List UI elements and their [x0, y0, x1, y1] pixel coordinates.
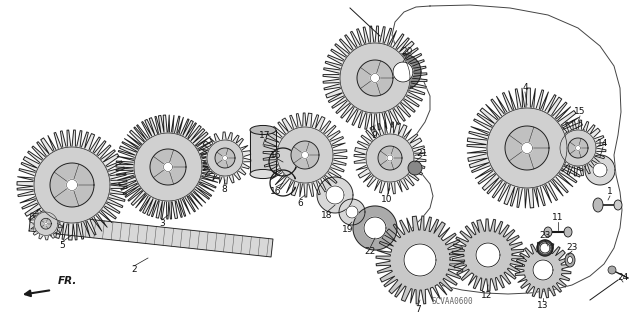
Circle shape [408, 161, 422, 175]
Polygon shape [45, 222, 47, 225]
Text: 3: 3 [159, 219, 165, 228]
Text: 8: 8 [221, 184, 227, 194]
Polygon shape [593, 163, 607, 177]
Ellipse shape [565, 253, 575, 267]
Polygon shape [515, 242, 571, 298]
Polygon shape [116, 115, 220, 219]
Text: 23: 23 [540, 232, 550, 241]
Text: 23: 23 [566, 243, 578, 253]
Polygon shape [30, 208, 62, 240]
Polygon shape [346, 206, 358, 218]
Polygon shape [364, 217, 386, 239]
Polygon shape [40, 218, 51, 229]
Text: SCVAA0600: SCVAA0600 [431, 298, 473, 307]
Text: 7: 7 [415, 306, 421, 315]
Text: 11: 11 [552, 213, 564, 222]
Text: 17: 17 [259, 131, 271, 140]
Polygon shape [340, 43, 410, 113]
Ellipse shape [564, 227, 572, 237]
Text: 14: 14 [597, 139, 609, 149]
Polygon shape [550, 120, 606, 176]
Ellipse shape [250, 169, 276, 179]
Polygon shape [378, 146, 402, 170]
Text: 15: 15 [574, 108, 586, 116]
Text: 22: 22 [364, 248, 376, 256]
Polygon shape [560, 130, 596, 166]
Polygon shape [376, 216, 464, 304]
Polygon shape [250, 130, 276, 174]
Polygon shape [575, 145, 580, 151]
Text: 20: 20 [401, 48, 413, 56]
Polygon shape [533, 260, 553, 280]
Polygon shape [134, 133, 202, 201]
Text: 1: 1 [607, 188, 613, 197]
Polygon shape [199, 132, 251, 184]
Polygon shape [150, 149, 186, 185]
Polygon shape [487, 108, 567, 188]
Polygon shape [585, 155, 615, 185]
Ellipse shape [250, 125, 276, 135]
Polygon shape [263, 113, 347, 197]
Polygon shape [50, 163, 94, 207]
Polygon shape [207, 140, 243, 176]
Polygon shape [323, 26, 427, 130]
Polygon shape [522, 143, 532, 153]
Text: 16: 16 [270, 151, 282, 160]
Polygon shape [404, 244, 436, 276]
Text: 24: 24 [618, 273, 628, 283]
Polygon shape [505, 126, 549, 170]
Polygon shape [371, 73, 380, 83]
Polygon shape [34, 147, 110, 223]
Text: 4: 4 [522, 84, 528, 93]
Polygon shape [301, 152, 308, 159]
Text: 9: 9 [371, 131, 377, 140]
Text: 12: 12 [481, 292, 493, 300]
Ellipse shape [593, 198, 603, 212]
Polygon shape [17, 130, 127, 240]
Polygon shape [317, 177, 353, 213]
Polygon shape [353, 206, 397, 250]
Polygon shape [387, 155, 393, 161]
Polygon shape [366, 134, 414, 182]
Text: FR.: FR. [58, 276, 77, 286]
Polygon shape [540, 243, 550, 253]
Polygon shape [215, 148, 235, 168]
Text: 18: 18 [321, 211, 333, 220]
Text: 13: 13 [537, 300, 548, 309]
Polygon shape [452, 219, 524, 291]
Polygon shape [476, 243, 500, 267]
Polygon shape [223, 155, 227, 160]
Polygon shape [393, 62, 413, 82]
Polygon shape [537, 240, 553, 256]
Polygon shape [67, 180, 77, 190]
Text: 2: 2 [131, 265, 137, 275]
Ellipse shape [614, 200, 622, 210]
Polygon shape [357, 60, 393, 96]
Polygon shape [326, 186, 344, 204]
Ellipse shape [544, 227, 552, 237]
Polygon shape [277, 127, 333, 183]
Ellipse shape [568, 256, 573, 263]
Polygon shape [467, 88, 587, 208]
Text: 10: 10 [381, 196, 393, 204]
Text: 21: 21 [416, 149, 428, 158]
Polygon shape [385, 54, 421, 90]
Text: 16: 16 [270, 187, 282, 196]
Text: 5: 5 [59, 241, 65, 250]
Polygon shape [291, 141, 319, 169]
Polygon shape [568, 138, 588, 158]
Polygon shape [354, 122, 426, 194]
Polygon shape [163, 162, 173, 172]
Polygon shape [29, 213, 273, 257]
Polygon shape [34, 212, 58, 235]
Circle shape [608, 266, 616, 274]
Text: 19: 19 [342, 226, 354, 234]
Polygon shape [339, 199, 365, 225]
Text: 6: 6 [297, 198, 303, 207]
